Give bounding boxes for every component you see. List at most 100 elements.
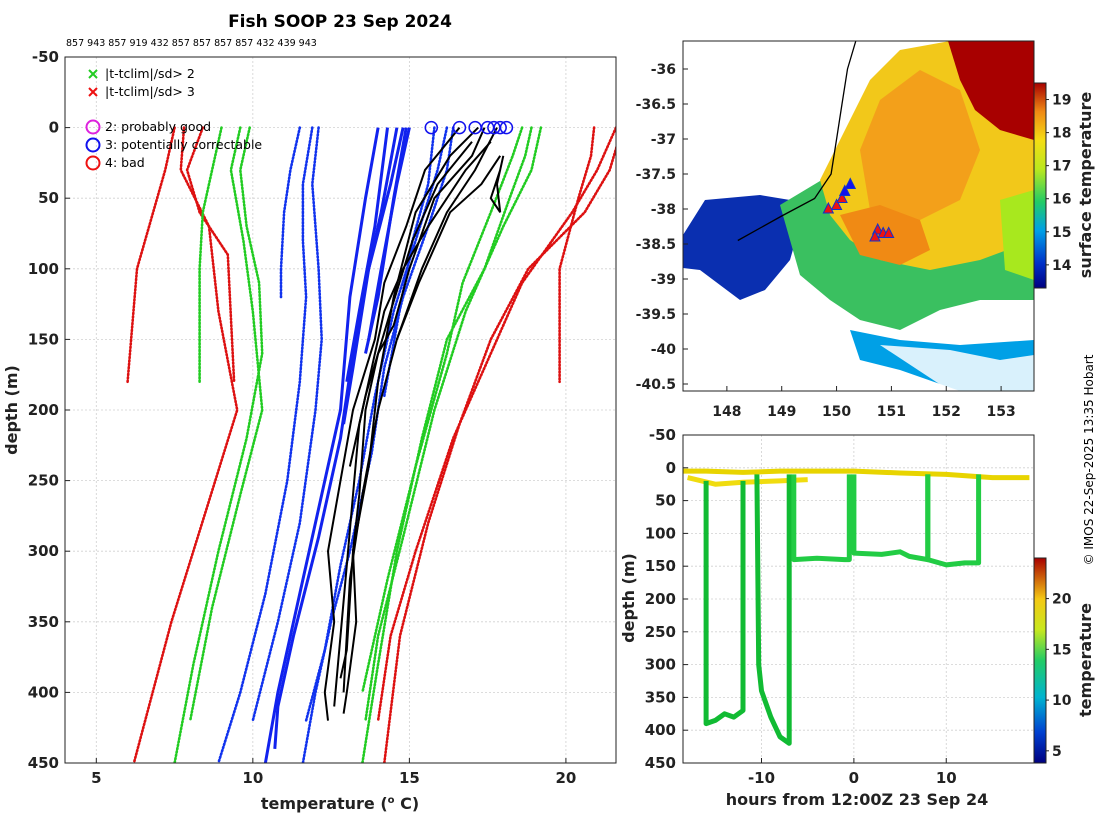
legend-circle-blue-icon xyxy=(85,137,101,153)
main-y-tick-label: 400 xyxy=(28,683,59,701)
depth-y-tick-label: 50 xyxy=(655,492,676,510)
legend-label-2sd: |t-tclim|/sd> 2 xyxy=(105,66,195,81)
series-clim-2sd-low-2 xyxy=(173,126,264,763)
series-clim-2sd-low-3 xyxy=(188,126,264,722)
coastline xyxy=(737,41,857,242)
depth-y-tick-label: 400 xyxy=(645,721,676,739)
series-clim-1sd-low-3 xyxy=(251,126,324,722)
map-lat-ticks: -36 -36.5 -37 -37.5 -38 -38.5 -39 -39.5 -40 -40.5 xyxy=(636,62,688,393)
main-y-tick-label: 0 xyxy=(49,119,59,137)
series-obs-5 xyxy=(333,141,492,707)
series-clim-3sd-high-2 xyxy=(376,126,616,722)
main-y-tick-label: 300 xyxy=(28,542,59,560)
depth-y-tick-label: 250 xyxy=(645,623,676,641)
main-y-axis-label: depth (m) xyxy=(2,365,21,455)
station-marker xyxy=(838,184,851,196)
series-clim-2sd-high-1 xyxy=(361,126,533,763)
series-clim-mean-6 xyxy=(367,127,411,340)
series-obs-3 xyxy=(339,126,479,679)
series-dive-5 xyxy=(925,474,982,568)
sst-colorbar-tick-label: 19 xyxy=(1052,93,1071,109)
depth-y-tick-label: 100 xyxy=(645,524,676,542)
depth-y-tick-label: 150 xyxy=(645,557,676,575)
legend-label-bad: 4: bad xyxy=(105,155,145,170)
map-x-tick-label: 151 xyxy=(877,404,906,420)
temperature-colorbar-label: temperature xyxy=(1076,603,1095,717)
temperature-colorbar-tick-label: 15 xyxy=(1052,642,1071,658)
depth-x-tick-label: -10 xyxy=(748,769,775,787)
main-y-tick-label: 150 xyxy=(28,330,59,348)
map-lon-ticks: 148 149 150 151 152 153 xyxy=(712,386,1016,420)
map-x-tick-label: 150 xyxy=(822,404,851,420)
series-clim-1sd-high-2 xyxy=(304,126,449,722)
sst-field xyxy=(683,41,1034,391)
series-clim-2sd-high-2 xyxy=(364,126,543,722)
depth-y-tick-label: -50 xyxy=(649,426,676,444)
station-markers xyxy=(822,177,895,242)
sst-colorbar-ticks: 14 15 16 17 18 19 xyxy=(1046,93,1072,274)
sst-colorbar-tick-label: 17 xyxy=(1052,159,1071,175)
main-series-group xyxy=(126,126,616,763)
main-y-tick-label: 200 xyxy=(28,401,59,419)
hot-region xyxy=(948,41,1034,140)
main-x-tick-label: 10 xyxy=(242,769,263,787)
main-x-ticks: 5 10 15 20 xyxy=(91,758,576,787)
legend-x-green-icon xyxy=(88,69,98,79)
cruise-id-line: 857 943 857 919 432 857 857 857 857 432 … xyxy=(66,38,317,49)
temperature-colorbar-frame xyxy=(1033,557,1047,764)
depth-x-axis-label: hours from 12:00Z 23 Sep 24 xyxy=(726,790,988,809)
flag-3-marker xyxy=(424,120,439,135)
depth-y-tick-label: 200 xyxy=(645,590,676,608)
main-y-tick-label: 450 xyxy=(28,754,59,772)
station-marker xyxy=(830,198,843,210)
depth-x-tick-label: 10 xyxy=(936,769,957,787)
series-dive-1 xyxy=(703,480,746,727)
legend-label-3sd: |t-tclim|/sd> 3 xyxy=(105,84,195,99)
main-x-tick-label: 5 xyxy=(91,769,101,787)
main-y-tick-label: 350 xyxy=(28,613,59,631)
main-x-tick-label: 15 xyxy=(399,769,420,787)
map-y-tick-label: -36.5 xyxy=(636,97,676,113)
yellow-green-patch xyxy=(1000,190,1034,280)
flag-3-marker xyxy=(493,120,507,135)
temperature-colorbar-tick-label: 20 xyxy=(1052,592,1072,608)
station-marker xyxy=(869,229,881,242)
series-clim-1sd-low-2 xyxy=(217,126,314,763)
map-y-tick-label: -39 xyxy=(651,272,676,288)
main-y-tick-label: -50 xyxy=(32,48,59,66)
main-y-tick-label: 250 xyxy=(28,472,59,490)
series-clim-2sd-high-3 xyxy=(361,126,524,694)
legend-circle-red-icon xyxy=(85,155,101,171)
sst-colorbar xyxy=(1034,83,1046,288)
warm-core-eddy xyxy=(860,70,980,230)
main-y-tick-label: 50 xyxy=(38,189,59,207)
temperature-colorbar-tick-label: 10 xyxy=(1052,693,1072,709)
main-flag-markers xyxy=(424,120,514,135)
depth-y-axis-label: depth (m) xyxy=(619,553,638,643)
map-y-tick-label: -36 xyxy=(651,62,676,78)
map-y-tick-label: -38.5 xyxy=(636,237,676,253)
series-obs-6 xyxy=(348,141,473,467)
main-y-tick-label: 100 xyxy=(28,260,59,278)
depth-y-tick-label: 0 xyxy=(666,459,676,477)
series-clim-1sd-low-1 xyxy=(279,126,302,299)
station-marker xyxy=(822,201,835,214)
map-y-tick-label: -40 xyxy=(651,342,677,358)
series-clim-3sd-high-1 xyxy=(558,126,596,384)
map-y-tick-label: -37.5 xyxy=(636,167,676,183)
series-clim-3sd-high-3 xyxy=(382,144,616,763)
flag-3-marker xyxy=(499,120,514,135)
map-y-tick-label: -39.5 xyxy=(636,307,676,323)
main-x-tick-label: 20 xyxy=(555,769,576,787)
main-y-ticks: -50 0 50 100 150 200 250 300 350 400 450 xyxy=(28,48,70,772)
series-clim-mean-4 xyxy=(345,127,389,383)
depth-series-group xyxy=(683,468,1030,746)
cloud-gaps xyxy=(880,345,1034,391)
series-obs-2 xyxy=(323,126,461,721)
depth-x-ticks: -10 0 10 xyxy=(748,758,957,787)
depth-x-tick-label: 0 xyxy=(849,769,859,787)
sst-colorbar-tick-label: 14 xyxy=(1052,258,1072,274)
main-x-axis-label-text: temperature ( xyxy=(261,794,388,813)
series-dive-4 xyxy=(851,474,931,563)
